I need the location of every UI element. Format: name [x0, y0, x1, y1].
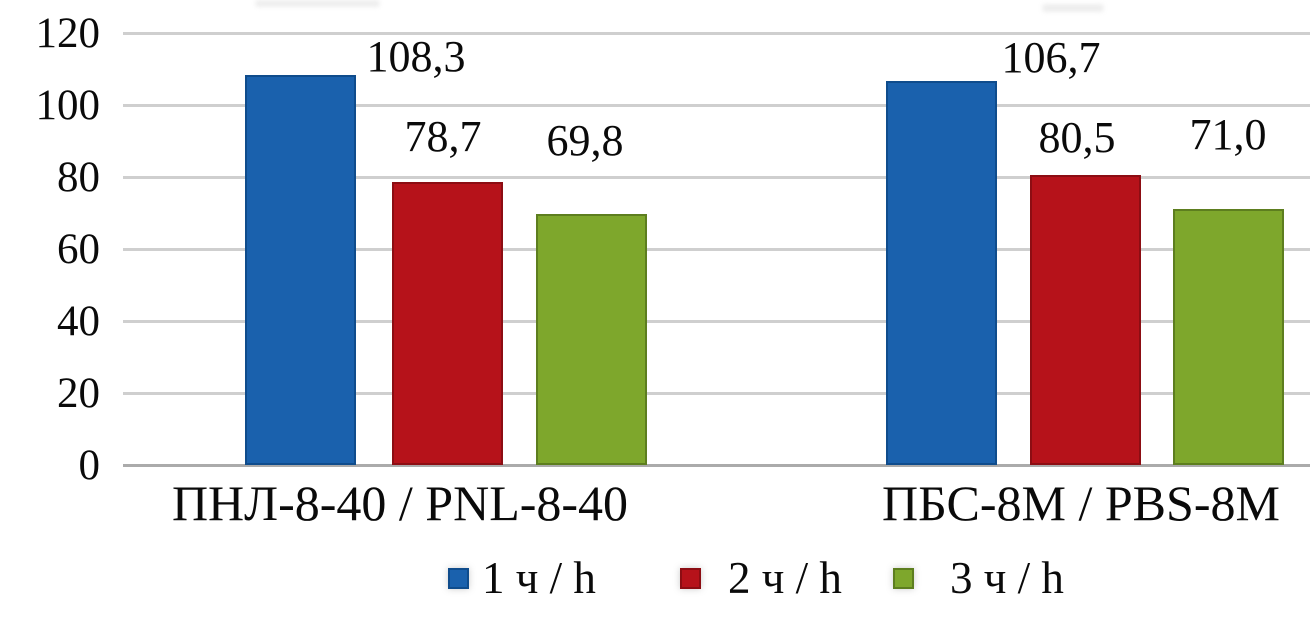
bar-value-label-pnl-8-40-3h: 69,8 — [546, 116, 624, 165]
gridline — [123, 248, 1310, 251]
bar-pbs-8m-2h — [1030, 175, 1141, 465]
x-axis-baseline — [123, 464, 1310, 467]
y-axis-tick-label: 60 — [57, 226, 100, 273]
bar-value-label-pbs-8m-2h: 80,5 — [1038, 113, 1116, 162]
cropped-text-remnant — [255, 0, 380, 7]
bar-value-label-pnl-8-40-1h: 108,3 — [366, 32, 466, 81]
legend-color-swatch-3h — [893, 568, 914, 589]
legend-item-label-2h: 2 ч / h — [728, 553, 842, 603]
bar-value-label-pbs-8m-1h: 106,7 — [1001, 33, 1101, 82]
bar-pbs-8m-3h — [1173, 209, 1284, 465]
legend-item-label-1h: 1 ч / h — [482, 553, 596, 603]
y-axis-tick-label: 80 — [57, 154, 100, 201]
x-axis-category-label-pnl-8-40: ПНЛ-8-40 / PNL-8-40 — [171, 475, 629, 531]
bar-pnl-8-40-1h — [245, 75, 356, 465]
gridline — [123, 32, 1310, 35]
gridline — [123, 320, 1310, 323]
legend-item-label-3h: 3 ч / h — [950, 553, 1064, 603]
gridline — [123, 392, 1310, 395]
bar-pnl-8-40-2h — [392, 182, 503, 465]
cropped-text-remnant — [1042, 4, 1104, 12]
gridline — [123, 104, 1310, 107]
bar-value-label-pbs-8m-3h: 71,0 — [1189, 110, 1267, 159]
bar-value-label-pnl-8-40-2h: 78,7 — [404, 112, 482, 161]
y-axis-tick-label: 40 — [57, 298, 100, 345]
y-axis-tick-label: 20 — [57, 370, 100, 417]
y-axis-tick-label: 100 — [35, 82, 101, 129]
bar-pnl-8-40-3h — [536, 214, 647, 465]
legend-color-swatch-1h — [448, 568, 469, 589]
gridline — [123, 176, 1310, 179]
legend-color-swatch-2h — [680, 568, 701, 589]
y-axis-tick-label: 0 — [78, 442, 101, 489]
y-axis-tick-label: 120 — [35, 10, 101, 57]
x-axis-category-label-pbs-8m: ПБС-8М / PBS-8M — [882, 475, 1280, 531]
bar-pbs-8m-1h — [886, 81, 997, 465]
